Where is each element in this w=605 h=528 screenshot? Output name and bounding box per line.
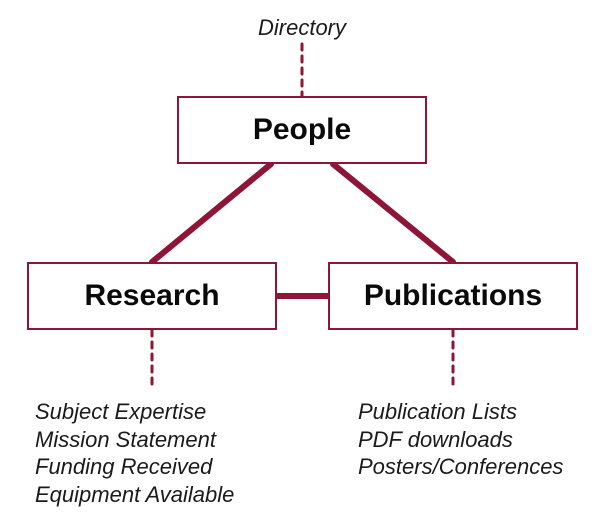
- label-research-desc: Subject Expertise Mission Statement Fund…: [35, 398, 234, 508]
- node-publications: Publications: [328, 262, 578, 330]
- node-people: People: [177, 96, 427, 164]
- node-research: Research: [27, 262, 277, 330]
- edge-people-publications: [333, 164, 453, 262]
- edge-people-research: [152, 164, 271, 262]
- node-people-label: People: [253, 113, 351, 147]
- node-research-label: Research: [84, 279, 219, 313]
- label-publications-desc: Publication Lists PDF downloads Posters/…: [358, 398, 563, 481]
- node-publications-label: Publications: [364, 279, 542, 313]
- diagram-canvas: People Research Publications Directory S…: [0, 0, 605, 528]
- label-directory: Directory: [258, 14, 346, 42]
